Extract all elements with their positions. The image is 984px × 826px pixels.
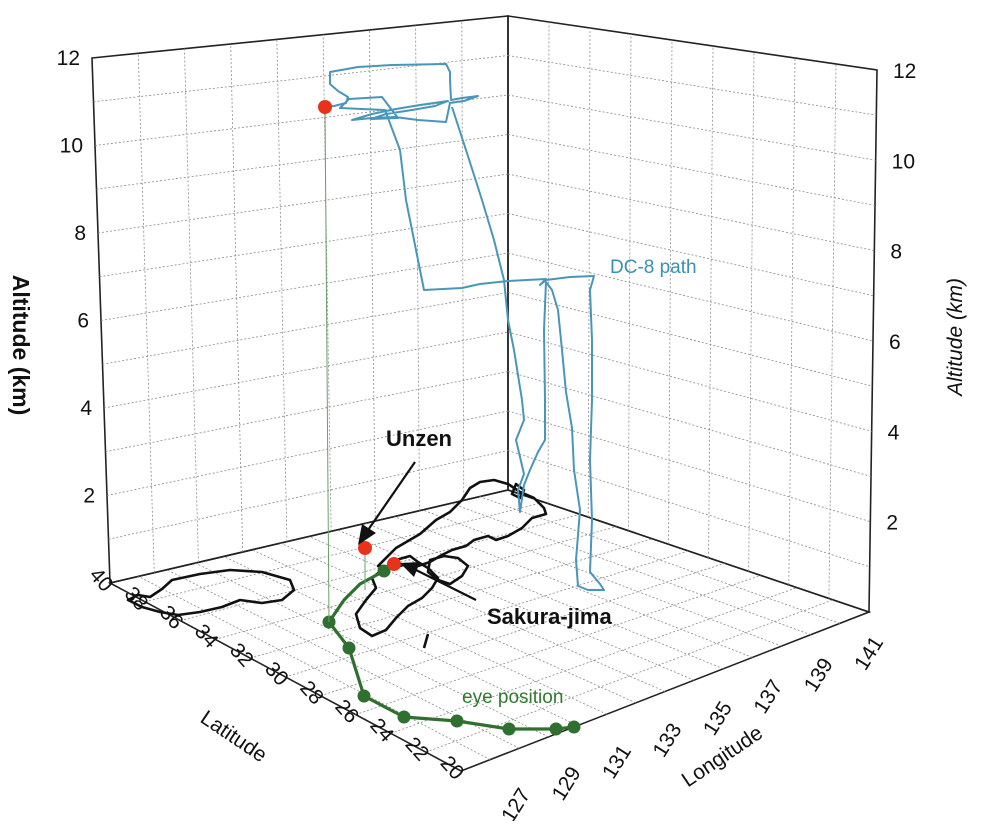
unzen-arrow — [366, 462, 415, 533]
latitude-tick-label: 36 — [155, 601, 188, 634]
altitude-tick-label: 2 — [83, 485, 95, 508]
altitude-tick-label: 10 — [892, 150, 915, 173]
longitude-tick-label: 139 — [800, 654, 838, 696]
altitude-right-ticks: 12 10 8 6 4 2 — [886, 60, 916, 535]
latitude-tick-label: 22 — [401, 733, 434, 766]
eye-position-label: eye position — [462, 687, 563, 708]
latitude-ticks: 4038363432302826242220 — [85, 564, 469, 785]
altitude-tick-label: 12 — [57, 47, 80, 70]
unzen-label: Unzen — [386, 426, 452, 451]
altitude-gridline — [508, 293, 872, 387]
eye-point — [503, 723, 516, 736]
dc8-path-track — [325, 64, 604, 590]
altitude-tick-label: 6 — [889, 331, 901, 354]
latitude-tick-label: 38 — [120, 582, 153, 615]
latitude-wall-gridline — [277, 39, 287, 541]
sakura-jima-marker — [387, 557, 401, 571]
latitude-tick-label: 26 — [330, 695, 363, 728]
altitude-left-ticks: 12 10 8 6 4 2 — [57, 47, 95, 508]
altitude-tick-label: 4 — [80, 397, 92, 420]
altitude-left-title: Altitude (km) — [8, 275, 34, 416]
altitude-gridline — [104, 332, 508, 408]
longitude-tick-label: 135 — [699, 698, 737, 740]
altitude-gridline — [508, 56, 876, 116]
gridlines — [94, 21, 877, 760]
longitude-tick-label: 133 — [648, 719, 686, 761]
longitude-tick-label: 137 — [749, 676, 787, 718]
altitude-tick-label: 8 — [74, 222, 86, 245]
altitude-tick-label: 8 — [890, 241, 902, 264]
altitude-gridline — [94, 56, 509, 102]
altitude-gridline — [508, 214, 874, 296]
dc8-path-line — [325, 64, 604, 590]
altitude-gridline — [508, 372, 871, 477]
longitude-tick-label: 127 — [497, 784, 535, 821]
longitude-wall-gridline — [749, 52, 754, 571]
altitude-tick-label: 12 — [893, 60, 916, 83]
altitude-gridline — [101, 253, 508, 321]
longitude-tick-label: 131 — [598, 741, 636, 783]
latitude-tick-label: 24 — [365, 714, 398, 747]
altitude-tick-label: 2 — [886, 512, 898, 535]
altitude-right-title: Altitude (km) — [944, 278, 967, 398]
latitude-wall-gridline — [462, 21, 464, 501]
latitude-tick-label: 28 — [295, 676, 328, 709]
longitude-wall-gridline — [548, 22, 549, 504]
altitude-gridline — [508, 135, 875, 206]
altitude-tick-label: 10 — [60, 135, 83, 158]
latitude-tick-label: 32 — [225, 639, 258, 672]
dc8-path-label: DC-8 path — [610, 257, 697, 278]
latitude-tick-label: 30 — [260, 658, 293, 691]
eye-point — [451, 715, 464, 728]
eye-point — [398, 711, 411, 724]
altitude-gridline — [100, 214, 509, 277]
sakura-jima-label: Sakura-jima — [487, 604, 612, 629]
eye-point — [358, 690, 371, 703]
sakura-arrowhead — [400, 562, 420, 577]
altitude-gridline — [508, 174, 874, 251]
dc8-start-marker — [318, 100, 332, 114]
eye-point — [550, 723, 563, 736]
longitude-tick-label: 141 — [850, 632, 888, 674]
eye-point — [343, 642, 356, 655]
coastline-honshu — [378, 480, 546, 568]
floor-gridline — [321, 563, 725, 696]
altitude-gridline — [97, 135, 509, 190]
latitude-title: Latitude — [196, 706, 271, 767]
eye-point — [568, 721, 581, 734]
altitude-tick-label: 6 — [77, 310, 89, 333]
latitude-tick-label: 34 — [190, 620, 223, 653]
longitude-tick-label: 129 — [548, 763, 586, 805]
latitude-wall-gridline — [184, 49, 198, 563]
altitude-gridline — [508, 95, 876, 160]
altitude-tick-label: 4 — [888, 421, 900, 444]
latitude-tick-label: 40 — [85, 564, 118, 597]
right-wall — [508, 16, 877, 612]
chart-frame — [92, 16, 877, 771]
altitude-gridline — [103, 293, 509, 365]
altitude-gridline — [98, 174, 508, 233]
floor-gridline — [138, 576, 490, 759]
altitude-gridline — [508, 411, 870, 522]
altitude-gridline — [107, 411, 508, 496]
latitude-tick-label: 20 — [436, 752, 469, 785]
